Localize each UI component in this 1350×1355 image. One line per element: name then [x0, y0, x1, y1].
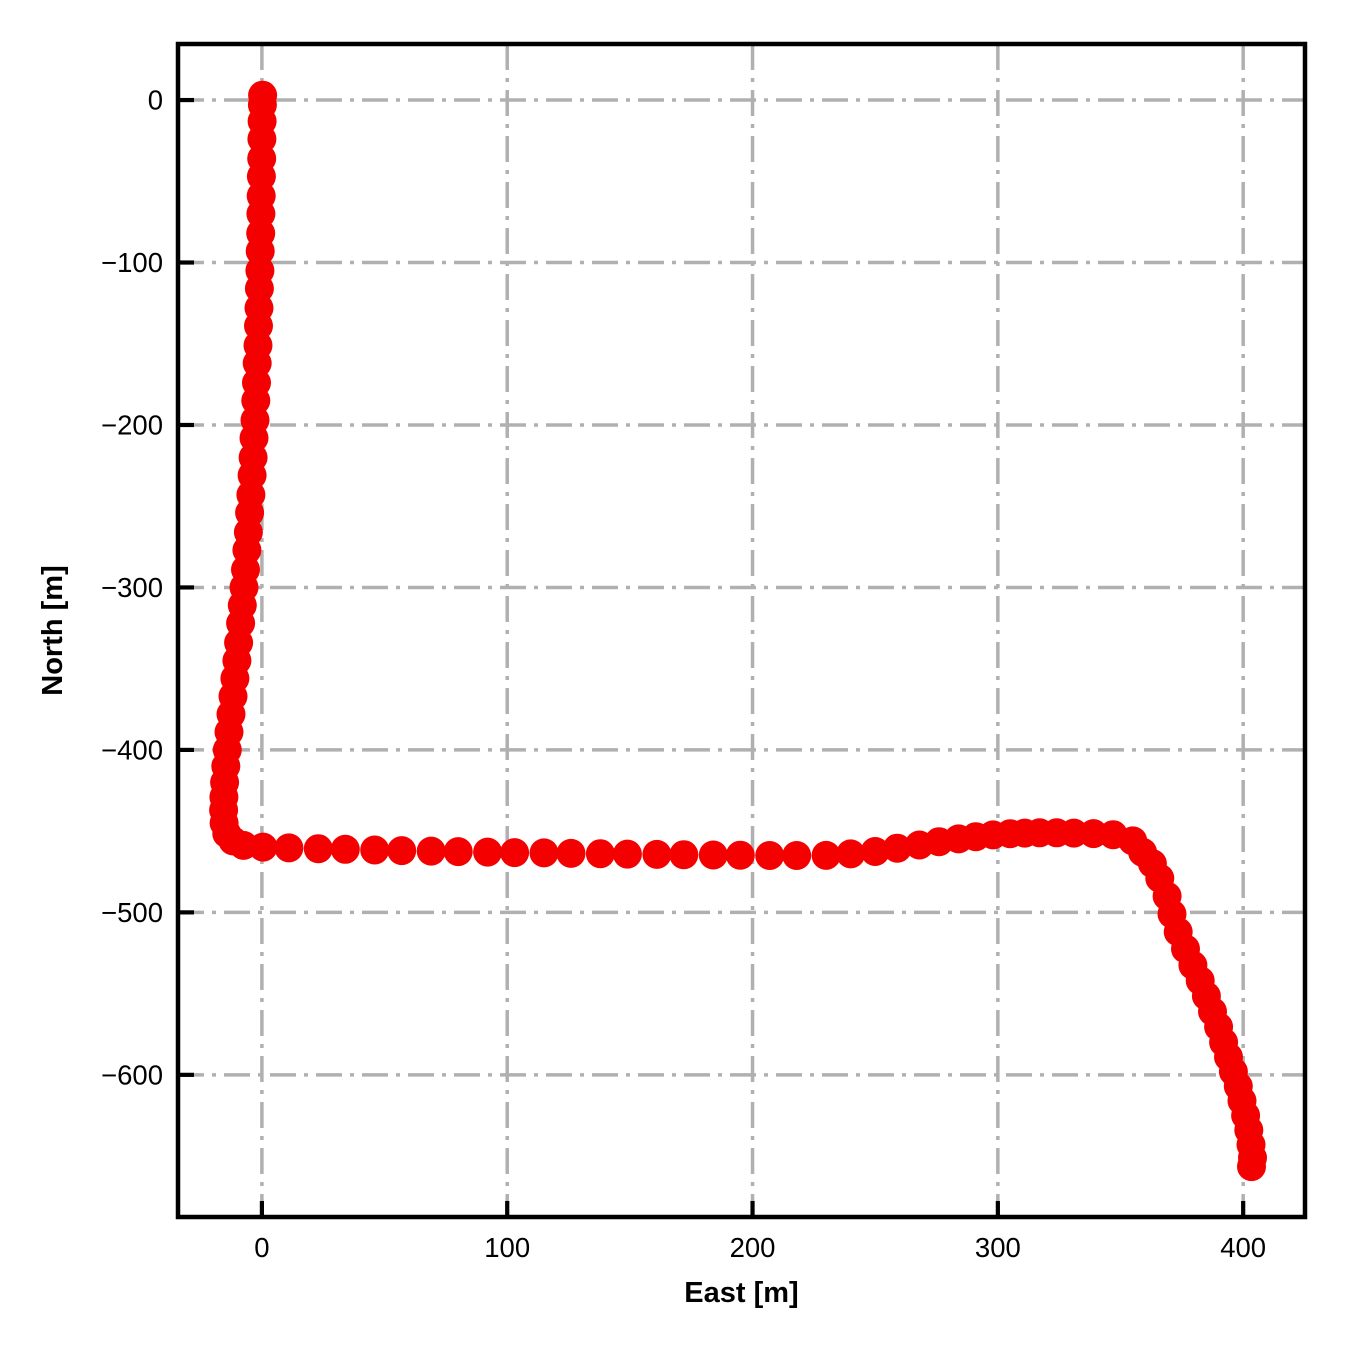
trajectory-point — [303, 834, 333, 864]
trajectory-point — [330, 834, 360, 864]
x-tick-label: 200 — [730, 1232, 776, 1263]
trajectory-point — [387, 836, 417, 866]
trajectory-point — [274, 833, 304, 863]
trajectory-point — [1237, 1152, 1266, 1182]
trajectory-point — [556, 838, 586, 868]
trajectory-point — [585, 839, 615, 869]
trajectory-point — [882, 833, 912, 863]
trajectory-point — [836, 839, 866, 869]
axis-ticks — [178, 97, 1246, 1217]
x-tick-label: 400 — [1220, 1232, 1266, 1263]
trajectory-point — [698, 840, 728, 870]
trajectory-point — [360, 835, 390, 865]
trajectory-point — [500, 838, 530, 868]
trajectory-point — [782, 841, 812, 870]
trajectory-point — [248, 832, 278, 862]
y-tick-label: 0 — [148, 85, 163, 116]
y-tick-label: −100 — [101, 247, 163, 278]
trajectory-point — [529, 838, 559, 868]
trajectory-point — [725, 840, 755, 870]
y-tick-label: −200 — [101, 409, 163, 440]
y-axis-label: North [m] — [37, 565, 69, 695]
axes-spines — [175, 41, 1308, 1220]
trajectory-point — [811, 840, 841, 870]
y-tick-label: −600 — [101, 1059, 163, 1090]
trajectory-point — [669, 840, 699, 870]
trajectory-point — [642, 839, 672, 869]
trajectory-point — [443, 837, 473, 867]
trajectory-point — [612, 839, 642, 869]
axis-tick-labels: 0 100 200 300 400 0 −100 −200 −300 −400 −500 −600 — [101, 85, 1266, 1263]
trajectory-point — [860, 837, 890, 866]
x-tick-label: 100 — [484, 1232, 530, 1263]
trajectory-point — [473, 837, 503, 867]
y-tick-label: −300 — [101, 572, 163, 603]
grid — [178, 44, 1305, 1217]
x-axis-label: East [m] — [684, 1277, 798, 1309]
y-tick-label: −400 — [101, 734, 163, 765]
trajectory-series — [209, 80, 1267, 1182]
x-tick-label: 0 — [254, 1232, 269, 1263]
y-tick-label: −500 — [101, 897, 163, 928]
trajectory-point — [755, 841, 785, 870]
trajectory-point — [416, 836, 446, 866]
x-tick-label: 300 — [975, 1232, 1021, 1263]
